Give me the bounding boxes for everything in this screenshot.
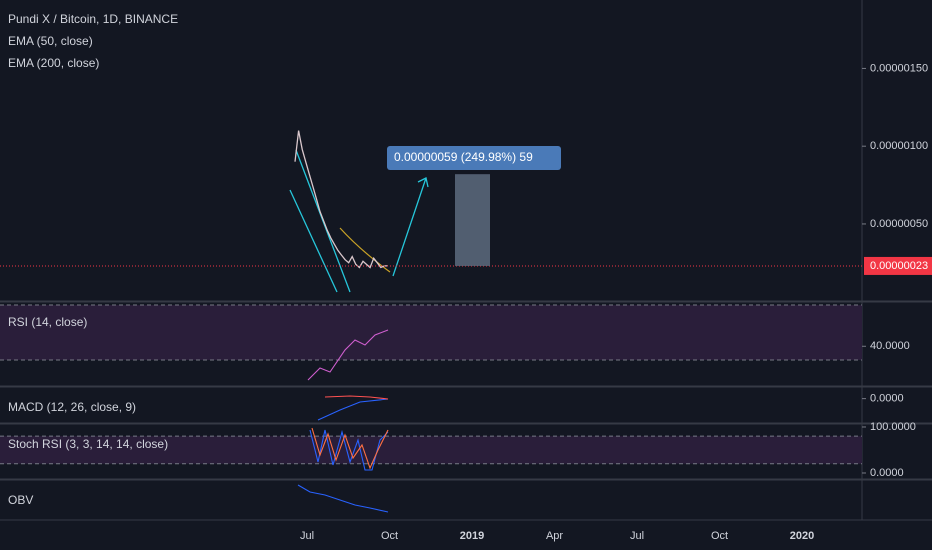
trend-line [289,189,338,293]
pane-title: MACD (12, 26, close, 9) [8,400,136,414]
pane-tick-label: 0.0000 [870,393,904,405]
measure-box [455,174,490,266]
current-price-tag [864,256,932,275]
chart-title: Pundi X / Bitcoin, 1D, BINANCE [8,12,178,26]
pane-tick-label: 100.0000 [870,421,916,433]
current-price-label: 0.00000023 [870,260,928,272]
indicator-label: EMA (200, close) [8,56,99,70]
x-tick-label: Jul [300,530,314,542]
indicator-label: EMA (50, close) [8,34,93,48]
projection-arrow [392,177,429,277]
y-tick-label: 0.00000050 [870,218,928,230]
x-tick-label: Oct [711,530,728,542]
indicator-signal [311,427,389,470]
x-tick-label: Apr [546,530,563,542]
price-line [294,130,388,269]
ema-line [339,227,391,273]
measure-label-bg [387,146,561,170]
x-tick-label: Jul [630,530,644,542]
indicator-line [297,484,389,513]
band-fill [0,305,862,361]
pane-title: Stoch RSI (3, 3, 14, 14, close) [8,437,168,451]
band-fill [0,436,862,464]
indicator-line [309,429,389,471]
pane-title: RSI (14, close) [8,315,87,329]
x-tick-label: 2020 [790,530,814,542]
indicator-line [307,329,389,381]
measure-label: 0.00000059 (249.98%) 59 [394,150,533,164]
pane-tick-label: 40.0000 [870,340,910,352]
x-tick-label: Oct [381,530,398,542]
y-tick-label: 0.00000100 [870,140,928,152]
pane-tick-label: 0.0000 [870,467,904,479]
indicator-signal [324,395,389,400]
pane-title: OBV [8,493,33,507]
x-tick-label: 2019 [460,530,484,542]
indicator-line [317,398,389,421]
y-tick-label: 0.00000150 [870,62,928,74]
